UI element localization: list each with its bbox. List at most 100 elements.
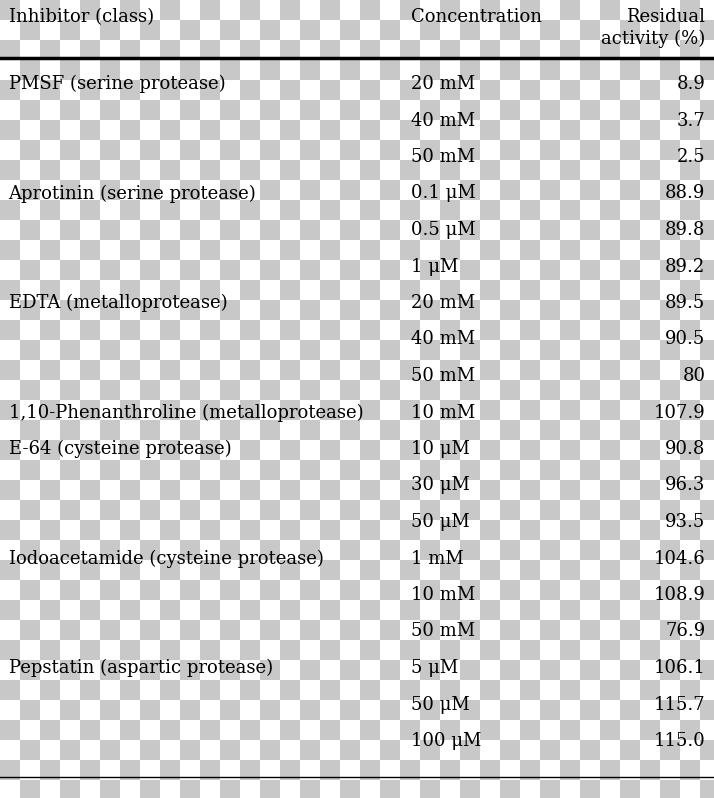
Bar — [240, 80, 260, 100]
Bar — [460, 440, 480, 460]
Bar — [320, 100, 340, 120]
Bar — [220, 300, 240, 320]
Bar — [660, 120, 680, 140]
Bar — [500, 580, 520, 600]
Bar — [260, 700, 280, 720]
Bar — [360, 420, 380, 440]
Bar — [560, 120, 580, 140]
Bar — [540, 160, 560, 180]
Bar — [360, 620, 380, 640]
Bar — [420, 220, 440, 240]
Bar — [540, 720, 560, 740]
Bar — [240, 200, 260, 220]
Bar — [620, 200, 640, 220]
Bar — [580, 220, 600, 240]
Bar — [180, 640, 200, 660]
Bar — [160, 340, 180, 360]
Bar — [100, 580, 120, 600]
Bar — [280, 700, 300, 720]
Bar — [660, 480, 680, 500]
Bar — [20, 140, 40, 160]
Bar — [340, 20, 360, 40]
Bar — [240, 60, 260, 80]
Bar — [40, 140, 60, 160]
Bar — [560, 620, 580, 640]
Bar — [520, 600, 540, 620]
Bar — [0, 620, 20, 640]
Bar — [660, 740, 680, 760]
Bar — [520, 440, 540, 460]
Bar — [320, 240, 340, 260]
Text: 2.5: 2.5 — [677, 148, 705, 166]
Text: 90.5: 90.5 — [665, 330, 705, 349]
Bar — [540, 500, 560, 520]
Text: PMSF (serine protease): PMSF (serine protease) — [9, 75, 225, 93]
Bar — [480, 520, 500, 540]
Bar — [280, 0, 300, 20]
Bar — [600, 240, 620, 260]
Bar — [460, 460, 480, 480]
Bar — [100, 340, 120, 360]
Bar — [20, 440, 40, 460]
Bar — [400, 140, 420, 160]
Bar — [400, 520, 420, 540]
Bar — [480, 240, 500, 260]
Bar — [300, 320, 320, 340]
Bar — [180, 200, 200, 220]
Bar — [60, 280, 80, 300]
Bar — [240, 720, 260, 740]
Bar — [20, 680, 40, 700]
Bar — [300, 40, 320, 60]
Bar — [100, 240, 120, 260]
Bar — [600, 440, 620, 460]
Bar — [380, 420, 400, 440]
Text: 115.7: 115.7 — [654, 696, 705, 713]
Bar — [400, 280, 420, 300]
Bar — [580, 360, 600, 380]
Bar — [460, 580, 480, 600]
Bar — [260, 560, 280, 580]
Bar — [200, 600, 220, 620]
Bar — [500, 260, 520, 280]
Bar — [20, 200, 40, 220]
Bar — [100, 700, 120, 720]
Bar — [40, 600, 60, 620]
Bar — [20, 80, 40, 100]
Bar — [460, 140, 480, 160]
Text: 115.0: 115.0 — [654, 732, 705, 750]
Bar — [440, 20, 460, 40]
Bar — [400, 680, 420, 700]
Bar — [640, 500, 660, 520]
Bar — [280, 440, 300, 460]
Bar — [300, 760, 320, 780]
Bar — [660, 80, 680, 100]
Bar — [140, 20, 160, 40]
Bar — [380, 280, 400, 300]
Bar — [320, 580, 340, 600]
Bar — [680, 140, 700, 160]
Bar — [0, 760, 20, 780]
Bar — [20, 540, 40, 560]
Bar — [140, 320, 160, 340]
Bar — [580, 20, 600, 40]
Bar — [160, 680, 180, 700]
Bar — [20, 780, 40, 798]
Bar — [120, 600, 140, 620]
Bar — [460, 480, 480, 500]
Bar — [60, 780, 80, 798]
Bar — [120, 220, 140, 240]
Bar — [120, 60, 140, 80]
Bar — [100, 720, 120, 740]
Bar — [660, 540, 680, 560]
Bar — [180, 700, 200, 720]
Bar — [60, 340, 80, 360]
Bar — [520, 100, 540, 120]
Bar — [160, 80, 180, 100]
Bar — [180, 400, 200, 420]
Text: 40 mM: 40 mM — [411, 112, 475, 129]
Bar — [620, 620, 640, 640]
Bar — [40, 360, 60, 380]
Bar — [600, 640, 620, 660]
Bar — [640, 100, 660, 120]
Bar — [180, 60, 200, 80]
